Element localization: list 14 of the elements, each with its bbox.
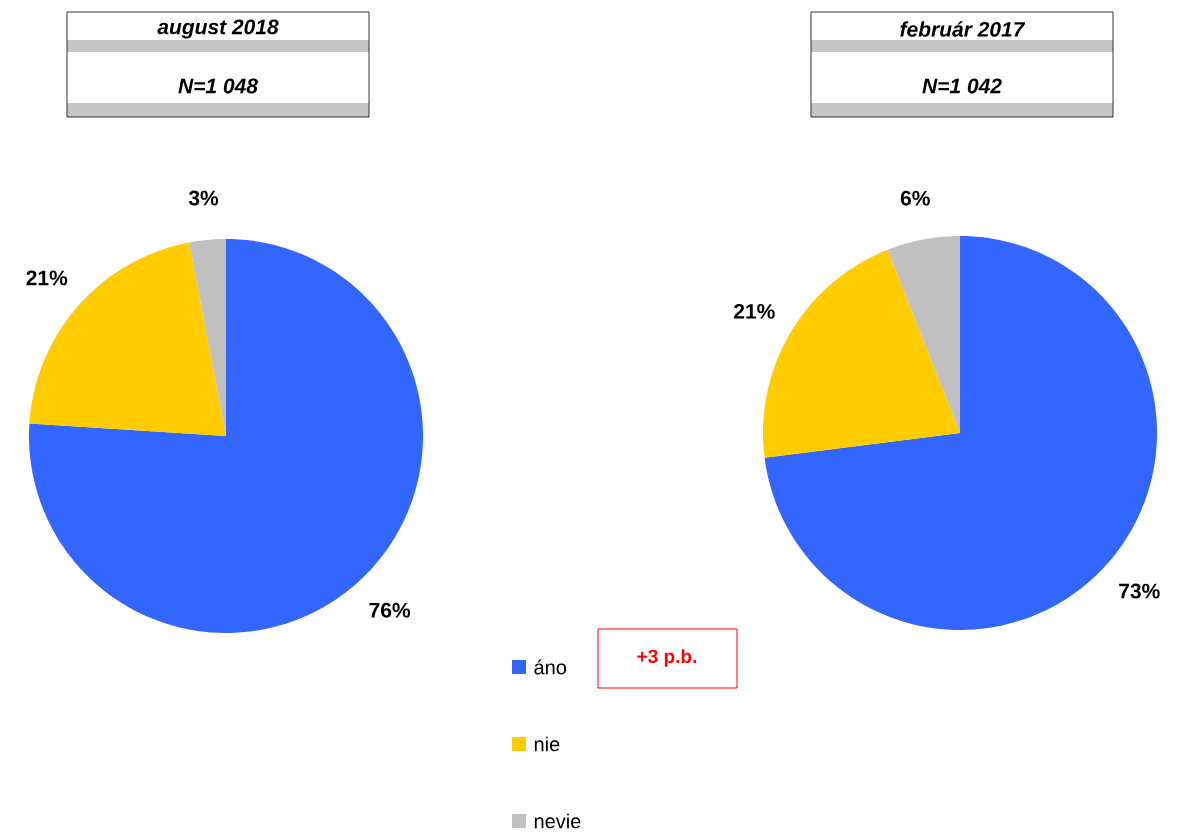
chart-title: február 2017 (900, 21, 1026, 37)
data-label: 21% (26, 270, 68, 286)
legend-label: nie (534, 736, 560, 752)
text: +3 p.b. (637, 649, 697, 667)
legend-label: nevie (534, 813, 581, 829)
chart-subtitle: N=1 048 (178, 78, 258, 94)
data-label: 73% (1119, 583, 1160, 599)
legend-label: áno (534, 659, 567, 675)
data-label: 3% (188, 190, 219, 206)
data-label: 76% (369, 602, 411, 618)
chart-subtitle: N=1 042 (922, 78, 1002, 94)
chart-title: august 2018 (157, 19, 279, 39)
data-label: 21% (734, 303, 775, 319)
data-label: 6% (900, 190, 930, 206)
